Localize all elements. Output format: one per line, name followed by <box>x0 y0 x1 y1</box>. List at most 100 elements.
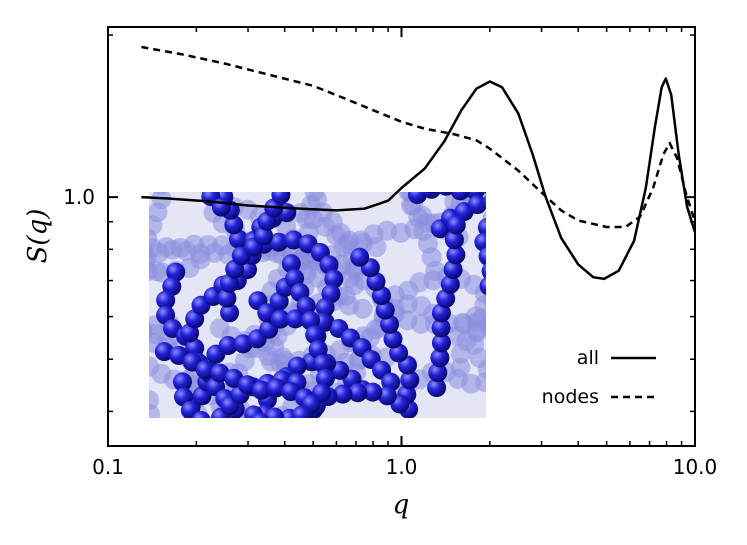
polymer-bead-faded <box>149 353 150 360</box>
polymer-bead-faded <box>495 316 515 336</box>
polymer-bead <box>218 336 238 355</box>
polymer-bead-faded <box>489 368 509 388</box>
polymer-bead <box>377 386 397 406</box>
polymer-bead-faded <box>131 433 151 453</box>
polymer-bead <box>438 192 454 196</box>
polymer-bead-faded <box>164 424 184 444</box>
x-tick-label: 1.0 <box>386 455 418 479</box>
polymer-bead-faded <box>126 254 146 274</box>
polymer-bead <box>284 230 304 250</box>
polymer-bead-faded <box>149 356 160 377</box>
polymer-bead <box>238 421 257 440</box>
polymer-bead <box>428 363 448 383</box>
polymer-bead <box>481 263 486 280</box>
polymer-bead <box>220 303 240 323</box>
polymer-bead <box>451 172 470 191</box>
polymer-bead-faded <box>187 422 207 442</box>
polymer-bead-faded <box>149 404 160 418</box>
polymer-bead <box>474 232 486 252</box>
polymer-bead-faded <box>490 303 510 323</box>
polymer-bead-faded <box>151 192 172 209</box>
polymer-bead <box>195 360 215 380</box>
polymer-bead-faded <box>219 416 230 418</box>
x-tick-label: 10.0 <box>673 455 718 479</box>
polymer-bead <box>446 215 466 235</box>
polymer-bead <box>486 205 505 224</box>
polymer-bead-faded <box>122 247 142 267</box>
polymer-bead-faded <box>176 431 196 451</box>
polymer-bead <box>444 230 464 250</box>
polymer-bead-faded <box>228 416 239 418</box>
polymer-bead-faded <box>118 322 138 342</box>
series-line-all <box>141 77 695 281</box>
polymer-bead <box>166 262 186 282</box>
polymer-bead <box>224 215 244 235</box>
polymer-bead-faded <box>129 419 149 439</box>
legend: all nodes <box>542 347 656 408</box>
polymer-bead <box>478 247 486 266</box>
polymer-bead <box>333 384 353 404</box>
polymer-bead <box>265 407 284 418</box>
polymer-bead-faded <box>192 417 200 418</box>
polymer-bead <box>192 411 211 418</box>
polymer-bead <box>313 354 333 374</box>
polymer-bead <box>443 260 463 279</box>
polymer-bead <box>497 196 516 215</box>
polymer-bead <box>450 192 470 201</box>
polymer-bead <box>431 318 451 338</box>
polymer-bead-faded <box>156 162 176 182</box>
polymer-bead <box>348 383 368 403</box>
polymer-bead <box>301 310 320 330</box>
polymer-bead <box>211 197 231 217</box>
polymer-bead-faded <box>153 192 168 195</box>
polymer-bead <box>440 274 460 294</box>
polymer-bead <box>200 172 219 191</box>
polymer-bead-faded <box>483 293 486 308</box>
polymer-bead <box>427 378 447 398</box>
polymer-bead-faded <box>119 323 139 343</box>
polymer-bead <box>173 372 192 392</box>
polymer-bead <box>466 169 485 188</box>
polymer-bead <box>185 338 205 358</box>
polymer-bead <box>154 342 174 362</box>
polymer-bead <box>285 309 305 329</box>
polymer-bead <box>217 288 237 308</box>
polymer-bead-faded <box>425 260 446 281</box>
polymer-bead-faded <box>490 249 510 269</box>
polymer-bead-faded <box>488 235 508 255</box>
polymer-bead <box>363 382 383 402</box>
x-tick-label: 0.1 <box>92 455 124 479</box>
polymer-bead-faded <box>154 434 174 454</box>
y-tick-label: 1.0 <box>63 185 95 209</box>
polymer-bead-faded <box>149 321 152 336</box>
polymer-bead-faded <box>149 417 150 418</box>
polymer-bead <box>203 421 222 440</box>
series-line-nodes <box>141 45 695 229</box>
polymer-bead <box>296 296 316 316</box>
polymer-bead <box>482 192 486 194</box>
polymer-bead-faded <box>149 261 167 282</box>
polymer-bead <box>446 245 466 265</box>
polymer-bead <box>206 159 225 178</box>
polymer-bead-faded <box>468 192 481 194</box>
polymer-rendering-inset <box>116 158 516 454</box>
polymer-bead-faded <box>471 161 491 181</box>
polymer-bead <box>266 378 286 398</box>
polymer-bead-faded <box>135 432 155 452</box>
polymer-bead-faded <box>488 196 508 216</box>
polymer-bead <box>305 325 325 345</box>
polymer-bead <box>269 232 289 252</box>
polymer-bead <box>288 192 291 193</box>
polymer-bead <box>350 247 370 267</box>
polymer-bead-faded <box>141 433 161 453</box>
polymer-bead-faded <box>196 433 216 453</box>
polymer-bead <box>431 333 451 353</box>
polymer-bead <box>251 419 270 438</box>
polymer-bead <box>251 380 271 400</box>
polymer-bead-faded <box>116 341 136 361</box>
polymer-bead <box>195 158 214 177</box>
polymer-bead <box>270 309 290 329</box>
polymer-bead <box>482 195 486 210</box>
polymer-bead <box>375 300 395 320</box>
